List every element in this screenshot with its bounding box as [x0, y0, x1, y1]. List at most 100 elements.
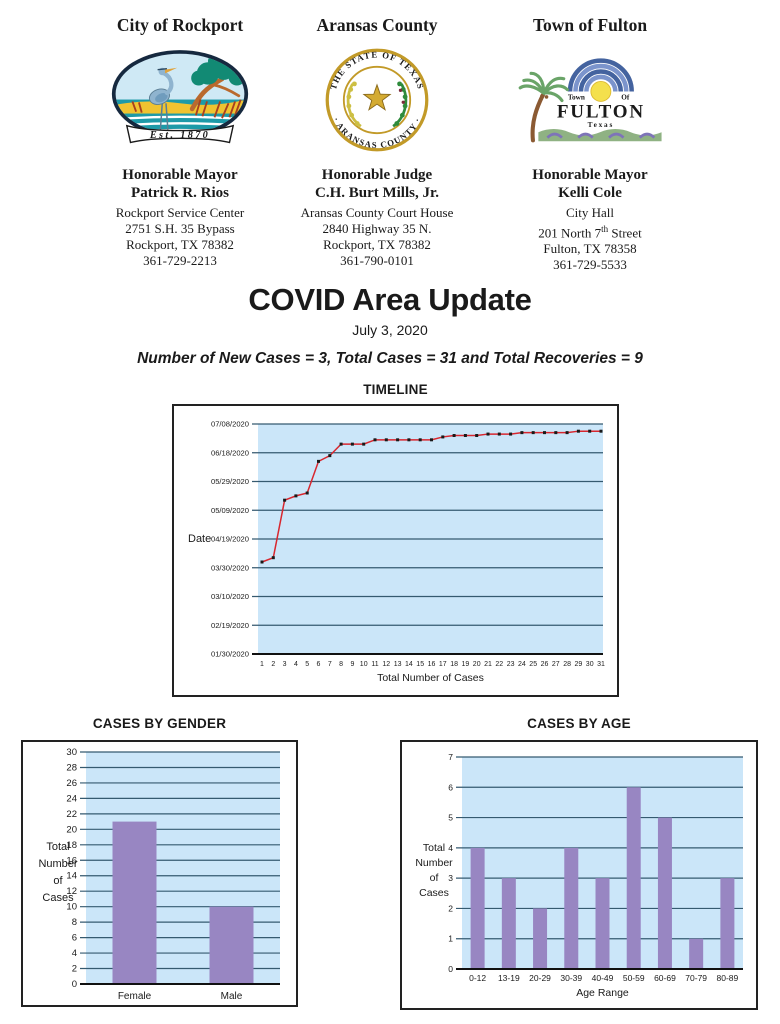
fulton-logo-image: Town Of FULTON Texas	[518, 57, 662, 142]
svg-text:10: 10	[360, 661, 368, 668]
org-name-fulton: Town of Fulton	[532, 15, 648, 35]
org-name-rockport: City of Rockport	[116, 15, 244, 35]
fulton-of-text: Of	[621, 93, 630, 101]
gender-chart-box: 0 2 4 6 8 10 12 14 16 18 20 22 24 26 28 30 Female Male Tot…	[21, 740, 298, 1007]
svg-text:16: 16	[66, 855, 77, 866]
org-aransas-county: Aransas County THE STATE OF TEXAS · ARAN…	[277, 14, 477, 269]
aransas-county-seal-logo: THE STATE OF TEXAS · ARANSAS COUNTY ·	[277, 39, 477, 161]
svg-text:29: 29	[575, 661, 583, 668]
svg-text:5: 5	[448, 813, 453, 823]
org-address: City Hall 201 North 7th Street Fulton, T…	[475, 205, 705, 273]
svg-text:0: 0	[72, 979, 77, 990]
wave-scrolls	[546, 132, 656, 139]
svg-text:6: 6	[448, 782, 453, 792]
org-person: Patrick R. Rios	[131, 185, 229, 201]
svg-text:of: of	[53, 875, 63, 887]
svg-text:20: 20	[66, 824, 77, 835]
laurel-left	[346, 81, 360, 126]
svg-text:20: 20	[473, 661, 481, 668]
svg-text:6: 6	[72, 933, 77, 944]
svg-text:06/18/2020: 06/18/2020	[211, 448, 249, 457]
svg-text:8: 8	[339, 661, 343, 668]
svg-text:27: 27	[552, 661, 560, 668]
svg-text:Total: Total	[46, 841, 69, 853]
sun-icon	[590, 80, 612, 102]
svg-text:03/10/2020: 03/10/2020	[211, 592, 249, 601]
timeline-title: TIMELINE	[363, 382, 428, 397]
svg-text:10: 10	[66, 902, 77, 913]
fulton-name-text: FULTON	[557, 101, 645, 122]
address-line: Rockport, TX 78382	[126, 237, 234, 252]
case-summary: Number of New Cases = 3, Total Cases = 3…	[137, 350, 643, 367]
address-line: 2751 S.H. 35 Bypass	[125, 221, 235, 236]
svg-text:21: 21	[484, 661, 492, 668]
gender-chart-title: CASES BY GENDER	[92, 716, 227, 731]
svg-text:Female: Female	[118, 991, 152, 1002]
age-bar-chart: 0 1 2 3 4 5 6 7 0-12 13-19 20-29 30-39 40-49 50-59 60-…	[415, 752, 743, 999]
svg-text:50-59: 50-59	[623, 973, 645, 983]
svg-text:01/30/2020: 01/30/2020	[211, 650, 249, 659]
age-section: CASES BY AGE 0 1 2 3 4 5 6 7 0-12 13-19 20-29 30-39…	[400, 716, 758, 1010]
svg-text:Total Number of Cases: Total Number of Cases	[377, 672, 484, 684]
svg-text:30-39: 30-39	[560, 973, 582, 983]
svg-text:16: 16	[428, 661, 436, 668]
svg-text:2: 2	[72, 964, 77, 975]
age-chart-title: CASES BY AGE	[527, 716, 631, 731]
svg-text:of: of	[430, 872, 439, 884]
timeline-chart-box: 01/30/2020 02/19/2020 03/10/2020 03/30/2020…	[172, 404, 619, 697]
heron-icon	[148, 67, 178, 130]
org-person: Kelli Cole	[558, 185, 622, 201]
org-fulton: Town of Fulton Town Of FULTON Texas	[475, 14, 705, 273]
phone-number: 361-729-5533	[553, 257, 627, 273]
fulton-texas-text: Texas	[588, 120, 614, 128]
org-rockport: City of Rockport	[55, 14, 305, 269]
svg-text:23: 23	[507, 661, 515, 668]
svg-text:Number: Number	[415, 857, 453, 869]
address-line: Rockport, TX 78382	[323, 237, 431, 252]
svg-text:14: 14	[405, 661, 413, 668]
svg-text:3: 3	[283, 661, 287, 668]
svg-text:13: 13	[394, 661, 402, 668]
svg-text:18: 18	[66, 840, 77, 851]
svg-text:6: 6	[317, 661, 321, 668]
svg-text:2: 2	[271, 661, 275, 668]
svg-text:70-79: 70-79	[685, 973, 707, 983]
org-role: Honorable Judge	[321, 167, 433, 183]
svg-text:17: 17	[439, 661, 447, 668]
svg-text:5: 5	[305, 661, 309, 668]
svg-text:05/09/2020: 05/09/2020	[211, 506, 249, 515]
svg-text:1: 1	[260, 661, 264, 668]
texas-star-icon	[362, 83, 392, 111]
svg-text:11: 11	[371, 661, 378, 668]
svg-text:26: 26	[541, 661, 549, 668]
address-line-street: 201 North 7th Street	[538, 224, 642, 241]
address-line: City Hall	[565, 205, 615, 220]
svg-text:18: 18	[450, 661, 458, 668]
svg-text:22: 22	[66, 809, 77, 820]
svg-text:Cases: Cases	[419, 887, 449, 899]
svg-text:07/08/2020: 07/08/2020	[211, 420, 249, 429]
svg-text:28: 28	[563, 661, 571, 668]
fulton-town-text: Town	[568, 93, 585, 101]
svg-text:7: 7	[328, 661, 332, 668]
svg-text:12: 12	[382, 661, 390, 668]
svg-text:7: 7	[448, 752, 453, 762]
svg-text:14: 14	[66, 871, 77, 882]
svg-text:9: 9	[350, 661, 354, 668]
age-chart-box: 0 1 2 3 4 5 6 7 0-12 13-19 20-29 30-39 40-49 50-59 60-…	[400, 740, 758, 1010]
address-line: Aransas County Court House	[300, 205, 454, 220]
rockport-banner-text: Est. 1870	[149, 130, 210, 141]
wave-arch	[567, 57, 634, 92]
org-role: Honorable Mayor	[122, 167, 238, 183]
aransas-seal-image: THE STATE OF TEXAS · ARANSAS COUNTY ·	[325, 48, 429, 152]
svg-text:Cases: Cases	[42, 892, 74, 904]
svg-text:4: 4	[72, 948, 77, 959]
svg-text:25: 25	[529, 661, 537, 668]
org-role: Honorable Mayor	[532, 167, 648, 183]
svg-text:15: 15	[416, 661, 424, 668]
svg-text:13-19: 13-19	[498, 973, 520, 983]
address-line: 2840 Highway 35 N.	[322, 221, 432, 236]
svg-text:30: 30	[66, 747, 77, 758]
svg-text:19: 19	[462, 661, 470, 668]
